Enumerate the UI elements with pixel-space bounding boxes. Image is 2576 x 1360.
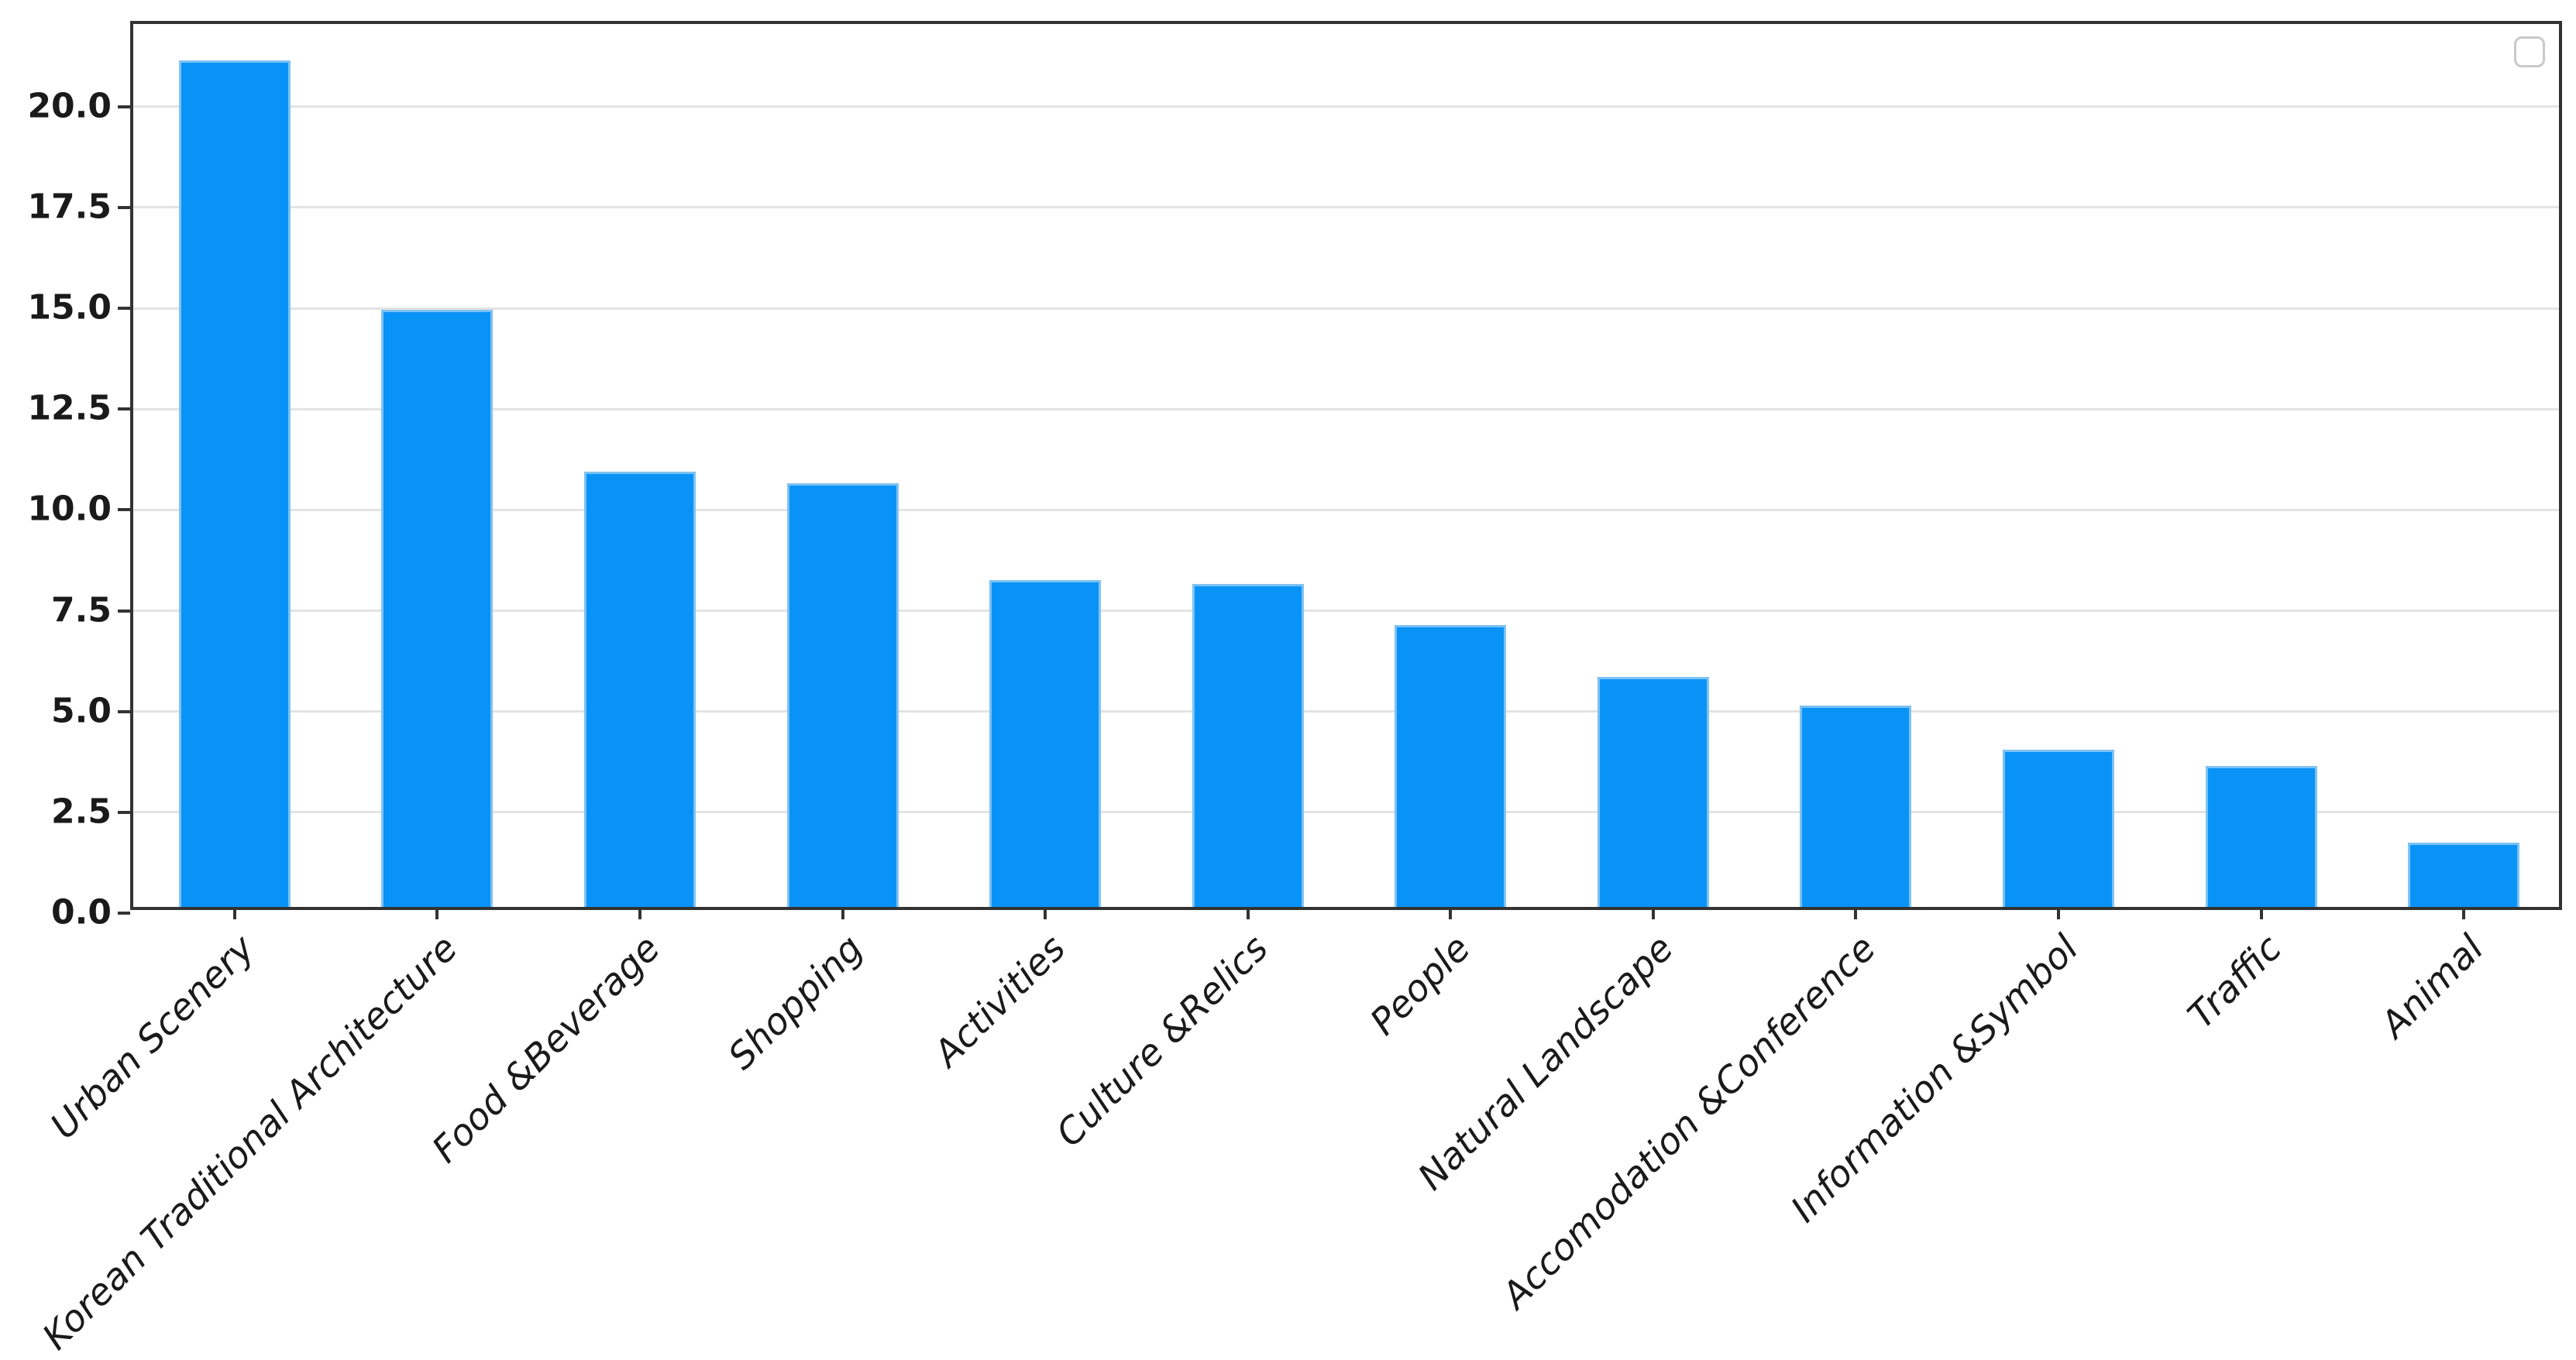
x-tick-mark-urban-scenery bbox=[233, 907, 236, 919]
x-tick-mark-people bbox=[1449, 907, 1452, 919]
y-tick-label-20.0: 20.0 bbox=[27, 86, 112, 126]
y-tick-mark-0.0 bbox=[118, 912, 130, 915]
y-tick-mark-20.0 bbox=[118, 105, 130, 108]
y-tick-mark-10.0 bbox=[118, 508, 130, 512]
x-tick-mark-korean-traditional-architecture bbox=[435, 907, 439, 919]
y-gridline-15.0 bbox=[133, 307, 2559, 310]
x-tick-mark-traffic bbox=[2260, 907, 2263, 919]
y-tick-label-17.5: 17.5 bbox=[27, 187, 112, 227]
x-tick-label-shopping: Shopping bbox=[720, 927, 872, 1078]
bar-traffic bbox=[2206, 766, 2317, 907]
plot-area: 0.0 2.5 5.0 7.5 10.0 12.5 15.0 17.5 20.0 Urban Sc… bbox=[27, 21, 2562, 1358]
y-gridline-17.5 bbox=[133, 206, 2559, 209]
bar-korean-traditional-architecture bbox=[381, 310, 493, 907]
x-tick-mark-shopping bbox=[841, 907, 844, 919]
x-tick-label-accomodation-conference: Accomodation &Conference bbox=[1494, 927, 1884, 1317]
x-tick-mark-activities bbox=[1044, 907, 1047, 919]
y-tick-label-7.5: 7.5 bbox=[51, 589, 112, 630]
x-tick-mark-information-symbol bbox=[2057, 907, 2060, 919]
y-tick-label-15.0: 15.0 bbox=[27, 287, 112, 328]
bar-information-symbol bbox=[2003, 750, 2114, 907]
y-tick-label-2.5: 2.5 bbox=[51, 792, 112, 832]
bar-natural-landscape bbox=[1598, 677, 1709, 907]
bar-animal bbox=[2408, 843, 2519, 907]
x-tick-mark-food-beverage bbox=[638, 907, 641, 919]
y-tick-label-12.5: 12.5 bbox=[27, 388, 112, 428]
y-tick-label-10.0: 10.0 bbox=[27, 489, 112, 529]
y-tick-mark-17.5 bbox=[118, 205, 130, 209]
x-tick-label-traffic: Traffic bbox=[2179, 927, 2290, 1038]
x-tick-mark-culture-relics bbox=[1247, 907, 1250, 919]
y-tick-mark-2.5 bbox=[118, 810, 130, 814]
x-tick-label-food-beverage: Food &Beverage bbox=[424, 927, 669, 1172]
legend-box-empty bbox=[2514, 36, 2545, 67]
y-tick-mark-5.0 bbox=[118, 709, 130, 713]
y-tick-mark-12.5 bbox=[118, 407, 130, 411]
y-gridline-7.5 bbox=[133, 610, 2559, 613]
y-tick-label-0.0: 0.0 bbox=[51, 892, 112, 932]
x-tick-mark-animal bbox=[2462, 907, 2465, 919]
bar-people bbox=[1395, 625, 1506, 907]
y-tick-mark-7.5 bbox=[118, 609, 130, 613]
bar-shopping bbox=[787, 483, 899, 907]
x-tick-label-animal: Animal bbox=[2372, 927, 2492, 1046]
x-tick-label-activities: Activities bbox=[925, 927, 1074, 1076]
y-gridline-2.5 bbox=[133, 811, 2559, 814]
y-gridline-20.0 bbox=[133, 105, 2559, 108]
bar-urban-scenery bbox=[179, 60, 291, 907]
x-tick-mark-natural-landscape bbox=[1652, 907, 1655, 919]
x-tick-label-culture-relics: Culture &Relics bbox=[1048, 927, 1277, 1156]
x-tick-label-korean-traditional-architecture: Korean Traditional Architecture bbox=[34, 927, 466, 1358]
x-tick-mark-accomodation-conference bbox=[1854, 907, 1857, 919]
y-tick-label-5.0: 5.0 bbox=[51, 691, 112, 731]
bar-activities bbox=[989, 580, 1101, 907]
y-gridline-10.0 bbox=[133, 508, 2559, 511]
y-tick-mark-15.0 bbox=[118, 307, 130, 311]
x-tick-label-urban-scenery: Urban Scenery bbox=[43, 927, 263, 1148]
y-gridline-12.5 bbox=[133, 407, 2559, 410]
bar-culture-relics bbox=[1192, 584, 1304, 907]
x-tick-label-people: People bbox=[1362, 927, 1479, 1044]
bar-food-beverage bbox=[584, 472, 696, 907]
y-gridline-5.0 bbox=[133, 710, 2559, 713]
bar-accomodation-conference bbox=[1800, 706, 1911, 907]
